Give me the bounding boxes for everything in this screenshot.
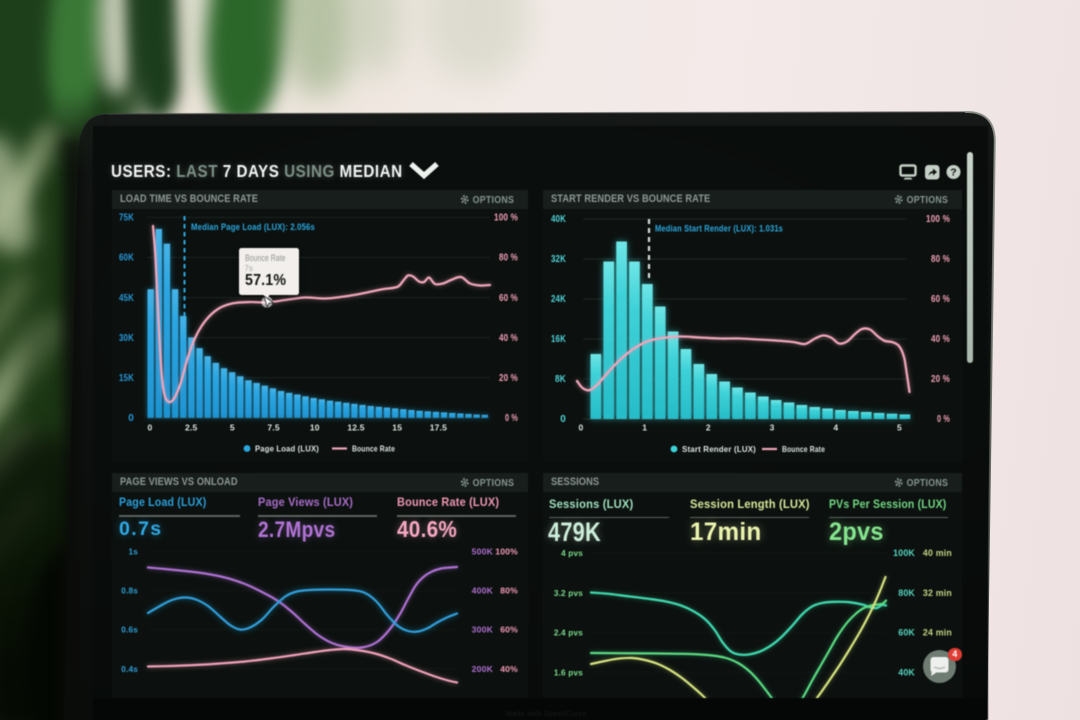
svg-text:8K: 8K [555, 374, 566, 385]
svg-text:0.8s: 0.8s [121, 587, 138, 596]
svg-text:40K: 40K [898, 667, 915, 677]
svg-text:32 min: 32 min [923, 588, 952, 598]
svg-text:0: 0 [579, 423, 584, 433]
svg-text:24 min: 24 min [923, 628, 952, 638]
svg-text:7.5: 7.5 [267, 423, 279, 433]
svg-text:2: 2 [706, 423, 711, 433]
svg-text:45K: 45K [119, 293, 134, 304]
svg-text:300K: 300K [472, 625, 494, 635]
svg-text:100 %: 100 % [926, 214, 950, 225]
svg-text:80 %: 80 % [499, 253, 518, 264]
svg-text:1s: 1s [128, 548, 138, 557]
svg-text:40 min: 40 min [923, 548, 952, 558]
svg-text:24K: 24K [551, 294, 566, 305]
svg-text:20 %: 20 % [931, 374, 950, 385]
svg-text:32K: 32K [551, 254, 566, 265]
svg-text:Bounce Rate: Bounce Rate [352, 445, 395, 454]
svg-text:0: 0 [128, 413, 134, 424]
svg-text:0.4s: 0.4s [121, 665, 138, 674]
svg-text:Median Start Render (LUX): 1.0: Median Start Render (LUX): 1.031s [655, 224, 783, 234]
svg-text:5: 5 [897, 423, 902, 433]
svg-text:Median Page Load (LUX): 2.056s: Median Page Load (LUX): 2.056s [191, 222, 315, 232]
svg-text:60 %: 60 % [499, 293, 518, 304]
svg-text:1.6 pvs: 1.6 pvs [554, 668, 583, 677]
svg-text:16K: 16K [551, 334, 566, 345]
svg-text:3.2 pvs: 3.2 pvs [554, 589, 583, 598]
svg-text:40K: 40K [551, 214, 566, 225]
svg-text:Bounce Rate: Bounce Rate [782, 445, 825, 454]
svg-text:4: 4 [833, 423, 838, 433]
svg-text:80%: 80% [500, 586, 518, 596]
svg-text:Page Load (LUX): Page Load (LUX) [255, 445, 319, 454]
svg-text:60K: 60K [898, 628, 915, 638]
svg-text:20 %: 20 % [499, 373, 518, 384]
svg-text:2.5: 2.5 [185, 423, 197, 433]
svg-text:17.5: 17.5 [430, 423, 447, 433]
svg-text:2.4 pvs: 2.4 pvs [554, 629, 583, 638]
svg-text:0: 0 [148, 423, 153, 433]
svg-text:12.5: 12.5 [347, 423, 364, 433]
svg-text:3: 3 [770, 423, 775, 433]
svg-text:80K: 80K [898, 588, 915, 598]
svg-text:5: 5 [230, 423, 235, 433]
svg-text:10: 10 [310, 423, 320, 433]
svg-text:500K: 500K [472, 547, 494, 557]
svg-text:60 %: 60 % [931, 294, 950, 305]
svg-text:40%: 40% [500, 664, 518, 674]
svg-text:100K: 100K [893, 548, 915, 558]
svg-text:15: 15 [392, 423, 402, 433]
svg-text:60K: 60K [119, 253, 134, 264]
svg-text:0: 0 [560, 414, 566, 425]
svg-text:0 %: 0 % [505, 413, 518, 424]
svg-text:15K: 15K [119, 373, 134, 384]
svg-text:Start Render (LUX): Start Render (LUX) [682, 445, 756, 454]
svg-text:100%: 100% [495, 547, 518, 557]
svg-text:80 %: 80 % [931, 254, 950, 265]
svg-text:40 %: 40 % [931, 334, 950, 345]
svg-text:400K: 400K [472, 586, 494, 596]
svg-text:?: ? [950, 167, 956, 179]
svg-text:30K: 30K [119, 333, 134, 344]
svg-text:100 %: 100 % [494, 213, 518, 224]
svg-text:0 %: 0 % [937, 414, 950, 425]
svg-text:75K: 75K [119, 213, 134, 224]
svg-text:4 pvs: 4 pvs [561, 549, 583, 558]
svg-text:60%: 60% [500, 625, 518, 635]
svg-text:1: 1 [642, 423, 647, 433]
svg-text:200K: 200K [472, 664, 494, 674]
svg-text:40 %: 40 % [499, 333, 518, 344]
svg-text:0.6s: 0.6s [121, 626, 138, 635]
